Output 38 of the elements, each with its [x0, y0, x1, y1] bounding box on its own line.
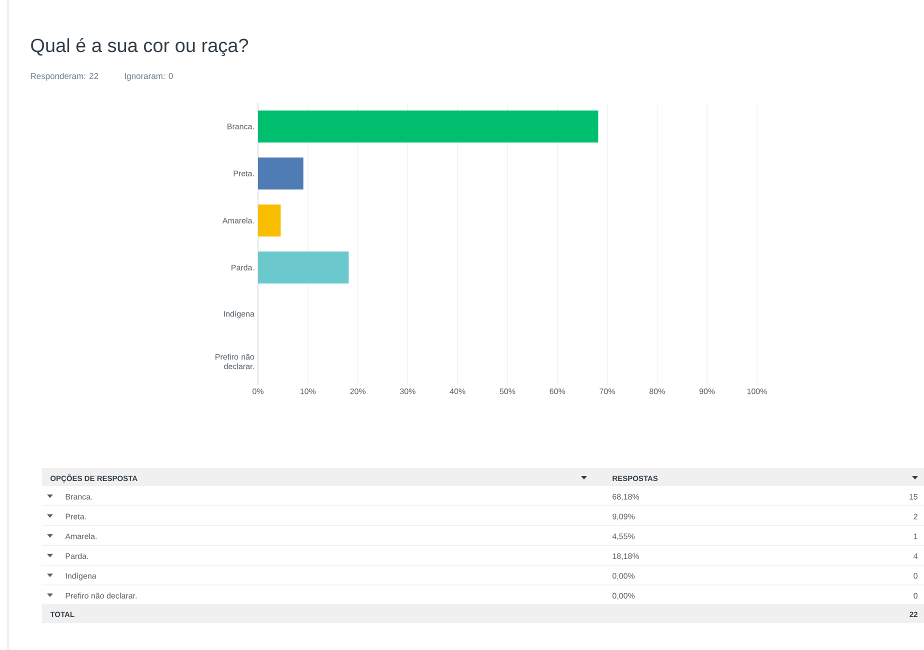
x-tick-label: 80% — [650, 388, 665, 394]
category-label: Indígena — [66, 572, 96, 580]
text: 0 — [914, 592, 918, 599]
category-label: Prefiro não declarar. — [66, 592, 137, 599]
x-tick-label: 50% — [500, 388, 516, 394]
y-tick-label: Parda. — [232, 264, 254, 270]
text: Ignoraram: 0 — [124, 73, 173, 81]
text: 2 — [914, 514, 918, 520]
x-tick-label: 90% — [699, 388, 715, 394]
x-tick-label: 20% — [350, 388, 366, 394]
y-tick-label: Indígena — [224, 310, 254, 318]
text: 18,18% — [612, 553, 640, 560]
x-tick-label: 60% — [550, 388, 566, 394]
text: 4,55% — [612, 534, 635, 540]
text: 0,00% — [612, 592, 635, 600]
x-tick-label: 70% — [600, 388, 616, 394]
category-label: Amarela. — [65, 533, 96, 540]
text: Responderam: 22 — [30, 72, 98, 81]
y-tick-label: Amarela. — [222, 218, 254, 224]
x-tick-label: 0% — [252, 388, 264, 394]
y-tick-label: Prefiro não declarar. — [216, 354, 254, 370]
text: 9,09% — [612, 514, 635, 520]
text: 0,00% — [612, 573, 635, 580]
chart-title: Qual é a sua cor ou raça? — [31, 38, 248, 56]
x-tick-label: 100% — [747, 388, 767, 394]
x-tick-label: 30% — [400, 388, 416, 394]
category-label: Parda. — [66, 553, 88, 559]
text: 68,18% — [612, 494, 640, 501]
x-tick-label: 40% — [450, 388, 466, 394]
y-tick-label: Branca. — [228, 124, 254, 130]
text: 0 — [914, 573, 918, 579]
text: 15 — [910, 494, 918, 500]
y-tick-label: Preta. — [234, 170, 254, 176]
text: 4 — [914, 553, 918, 559]
category-label: Branca. — [66, 494, 92, 500]
x-tick-label: 10% — [300, 388, 316, 394]
category-label: Preta. — [66, 514, 86, 520]
text: 1 — [914, 534, 918, 540]
